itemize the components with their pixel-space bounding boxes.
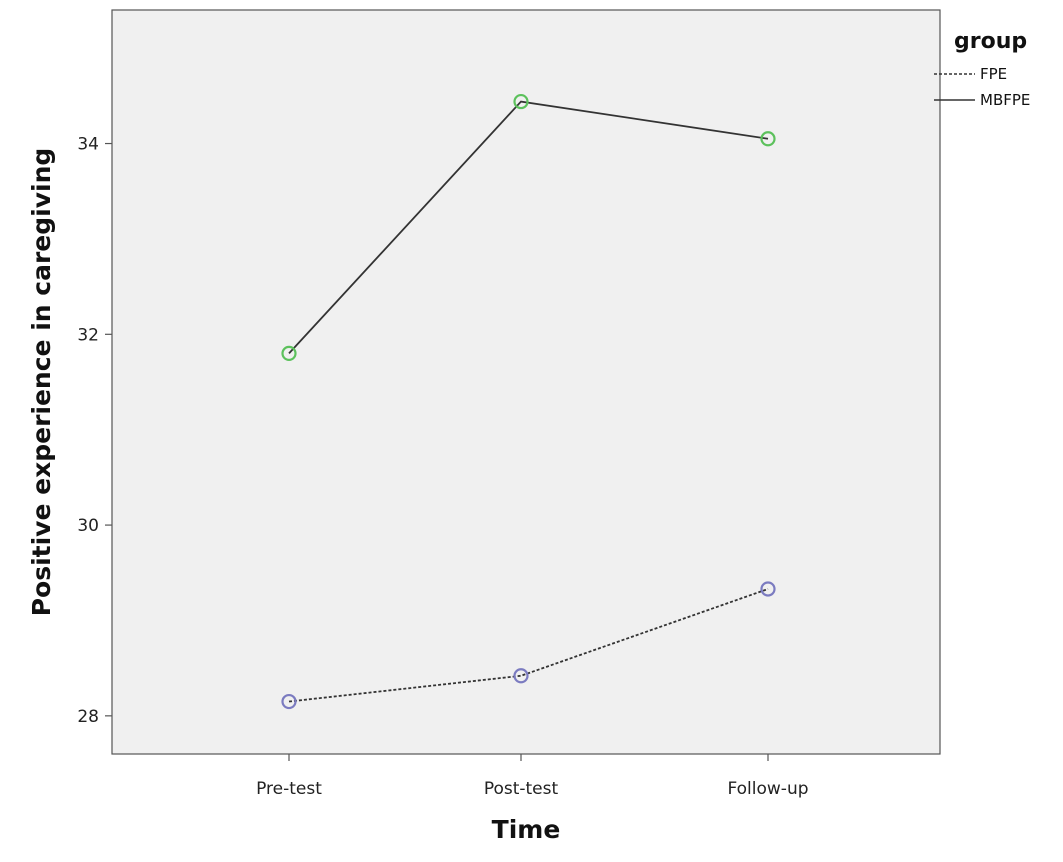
x-tick-label: Pre-test [256, 779, 322, 799]
y-tick-label: 32 [77, 325, 99, 345]
series-line-fpe [288, 588, 769, 703]
data-point-mbfpe [760, 131, 776, 147]
legend-title: group [954, 29, 1027, 54]
data-point-mbfpe [281, 345, 297, 361]
y-axis: 28 30 32 34 [77, 135, 112, 727]
y-axis-title: Positive experience in caregiving [27, 148, 56, 617]
series-layer [281, 93, 776, 710]
data-point-fpe [281, 693, 297, 710]
y-tick-label: 28 [77, 707, 99, 727]
data-point-fpe [513, 668, 529, 684]
x-tick-label: Post-test [484, 779, 559, 799]
legend-label-mbfpe: MBFPE [980, 91, 1030, 109]
data-point-mbfpe [513, 93, 529, 110]
x-axis: Pre-test Post-test Follow-up [256, 754, 809, 799]
x-tick-label: Follow-up [727, 779, 808, 799]
y-tick-label: 34 [77, 135, 99, 155]
data-point-fpe [760, 581, 776, 597]
legend-label-fpe: FPE [980, 65, 1007, 83]
legend-items: FPE MBFPE [934, 65, 1030, 109]
legend: group FPE MBFPE [934, 29, 1030, 109]
series-line-mbfpe [288, 100, 769, 354]
plot-area [111, 9, 941, 755]
y-tick-label: 30 [77, 516, 99, 536]
x-axis-title: Time [492, 815, 561, 844]
